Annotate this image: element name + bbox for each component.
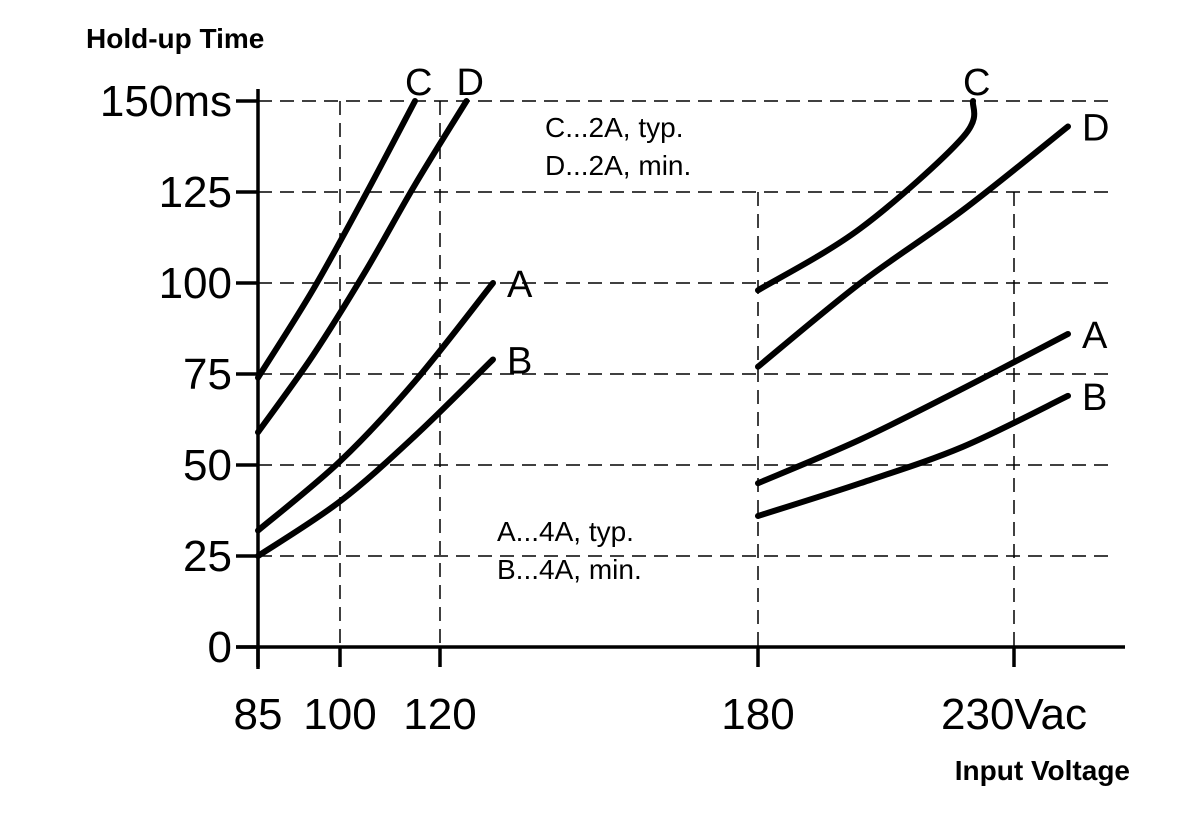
x-tick-label: 180 — [721, 690, 794, 739]
series-c-label: C — [405, 62, 432, 104]
series-a-label: A — [507, 264, 533, 306]
series-c-line — [755, 98, 978, 294]
x-tick-label: 100 — [303, 690, 376, 739]
series-d-line — [255, 98, 470, 436]
y-tick-label: 75 — [183, 350, 232, 399]
y-axis-title: Hold-up Time — [86, 23, 264, 54]
y-tick-label: 50 — [183, 441, 232, 490]
x-axis-title: Input Voltage — [955, 755, 1130, 786]
annotation-d: D...2A, min. — [545, 150, 691, 181]
series-a-line — [755, 330, 1071, 487]
series-d-line — [755, 123, 1071, 370]
x-tick-label: 85 — [234, 690, 283, 739]
y-tick-label: 100 — [159, 259, 232, 308]
series-a-line — [255, 280, 496, 534]
series-b-label: B — [507, 340, 532, 382]
grid-layer — [258, 100, 1110, 647]
annotation-c: C...2A, typ. — [545, 112, 684, 143]
annotation-a: A...4A, typ. — [497, 516, 634, 547]
x-tick-label: 120 — [403, 690, 476, 739]
series-b-line — [255, 356, 496, 559]
series-a-label: A — [1082, 315, 1108, 357]
annotation-b: B...4A, min. — [497, 554, 642, 585]
series-d-label: D — [457, 62, 484, 104]
y-tick-label: 150ms — [100, 77, 232, 126]
series-c-line — [255, 98, 418, 381]
curve-layer — [255, 98, 1071, 559]
series-d-label: D — [1082, 107, 1109, 149]
series-b-label: B — [1082, 377, 1107, 419]
y-tick-label: 25 — [183, 532, 232, 581]
y-tick-label: 0 — [208, 623, 232, 672]
y-tick-label: 125 — [159, 168, 232, 217]
x-tick-label: 230Vac — [941, 690, 1087, 739]
series-b-line — [755, 392, 1071, 519]
series-c-label: C — [963, 62, 990, 104]
